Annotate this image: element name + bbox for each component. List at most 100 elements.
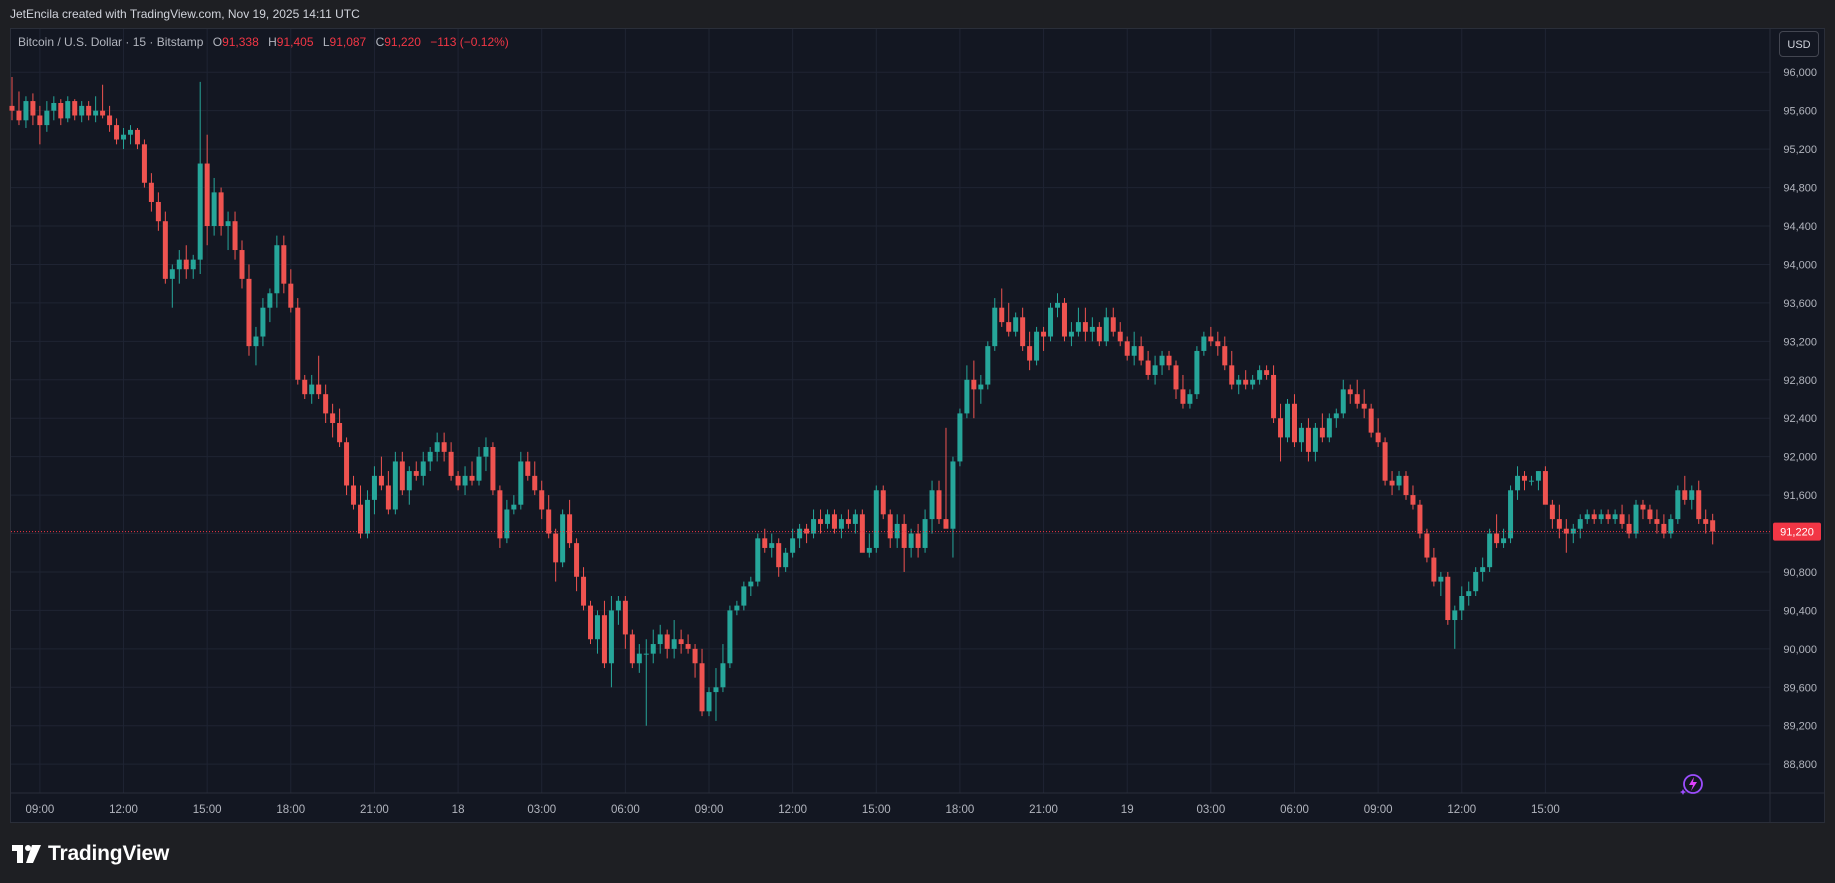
lightning-icon[interactable]: [1678, 770, 1706, 798]
candle-body: [371, 475, 377, 500]
candle-body: [1501, 538, 1507, 544]
tradingview-logo-icon: [12, 845, 41, 863]
candle-body: [351, 485, 357, 505]
x-tick-label: 09:00: [695, 804, 724, 816]
candle-body: [1215, 341, 1221, 347]
candle-body: [790, 538, 796, 553]
x-tick-label: 19: [1121, 804, 1134, 816]
candle-body: [1271, 374, 1277, 419]
candle-body: [1138, 346, 1144, 361]
candle-body: [657, 634, 663, 645]
candle-body: [1542, 471, 1548, 505]
candle-body: [1361, 403, 1367, 409]
candle-body: [1152, 365, 1158, 375]
currency-button[interactable]: USD: [1779, 31, 1819, 57]
candle-body: [169, 269, 175, 279]
candle-body: [1173, 365, 1179, 390]
candle-body: [1487, 533, 1493, 568]
candle-body: [943, 519, 949, 529]
candle-body: [1075, 322, 1081, 332]
candle-body: [581, 576, 587, 606]
candle-body: [797, 528, 803, 539]
candle-body: [58, 102, 64, 119]
candle-body: [204, 163, 210, 227]
candle-body: [302, 379, 308, 395]
candle-body: [337, 423, 343, 443]
candle-body: [957, 413, 963, 462]
candle-body: [1647, 509, 1653, 520]
candle-body: [1640, 504, 1646, 510]
candle-body: [427, 451, 433, 462]
chart-pane[interactable]: [10, 28, 1825, 823]
candle-body: [316, 384, 322, 395]
candle-body: [894, 523, 900, 539]
candle-body: [1222, 346, 1228, 366]
candle-body: [532, 475, 538, 491]
candle-body: [741, 586, 747, 606]
candle-body: [483, 447, 489, 457]
candle-body: [971, 379, 977, 390]
candle-body: [1187, 394, 1193, 404]
candle-body: [392, 461, 398, 510]
candle-body: [915, 533, 921, 548]
close-label: C: [375, 35, 385, 49]
y-tick-label: 90,800: [1783, 567, 1817, 579]
candle-body: [1682, 490, 1688, 500]
candle-body: [1382, 442, 1388, 481]
candle-body: [985, 346, 991, 385]
candle-body: [1368, 408, 1374, 433]
candle-body: [1034, 331, 1040, 361]
candle-body: [309, 384, 315, 395]
candle-body: [1347, 389, 1353, 395]
candle-body: [845, 519, 851, 524]
candle-body: [413, 471, 419, 476]
candle-body: [992, 307, 998, 347]
open-value: 91,338: [222, 35, 259, 49]
candle-body: [1675, 490, 1681, 520]
candle-body: [866, 547, 872, 553]
candles-group: [9, 77, 1716, 726]
candle-body: [950, 461, 956, 529]
x-tick-label: 12:00: [1447, 804, 1476, 816]
candle-body: [1208, 336, 1214, 342]
candle-body: [1480, 567, 1486, 572]
candle-body: [811, 519, 817, 534]
candle-body: [23, 101, 29, 121]
candle-body: [211, 192, 217, 227]
symbol-title[interactable]: Bitcoin / U.S. Dollar · 15 · Bitstamp: [18, 35, 204, 49]
tradingview-logo[interactable]: TradingView: [12, 842, 169, 866]
x-tick-label: 06:00: [1280, 804, 1309, 816]
candle-body: [1661, 523, 1667, 534]
candle-body: [1556, 519, 1562, 529]
candle-body: [643, 653, 649, 655]
candle-body: [1521, 475, 1527, 481]
y-tick-label: 92,000: [1783, 452, 1817, 464]
candle-body: [1626, 523, 1632, 534]
candle-body: [1598, 514, 1604, 520]
candle-body: [1591, 514, 1597, 520]
candle-body: [190, 259, 196, 270]
candle-body: [1466, 591, 1472, 596]
candle-body: [560, 514, 566, 563]
low-value: 91,087: [329, 35, 367, 49]
candle-body: [873, 490, 879, 548]
candle-body: [1298, 427, 1304, 443]
candle-body: [1326, 418, 1332, 438]
candle-body: [978, 384, 984, 390]
candle-body: [1515, 475, 1521, 491]
candle-body: [1305, 427, 1311, 452]
candle-body: [769, 543, 775, 548]
candle-body: [511, 504, 517, 510]
candle-body: [1285, 403, 1291, 438]
candle-body: [448, 451, 454, 476]
candle-body: [1020, 317, 1026, 347]
candle-body: [671, 639, 677, 649]
candle-body: [441, 442, 447, 452]
candle-body: [65, 101, 71, 119]
candle-body: [1563, 528, 1569, 534]
close-value: 91,220: [384, 35, 421, 49]
candle-body: [629, 634, 635, 664]
candle-body: [1710, 520, 1716, 532]
candle-body: [1027, 346, 1033, 361]
